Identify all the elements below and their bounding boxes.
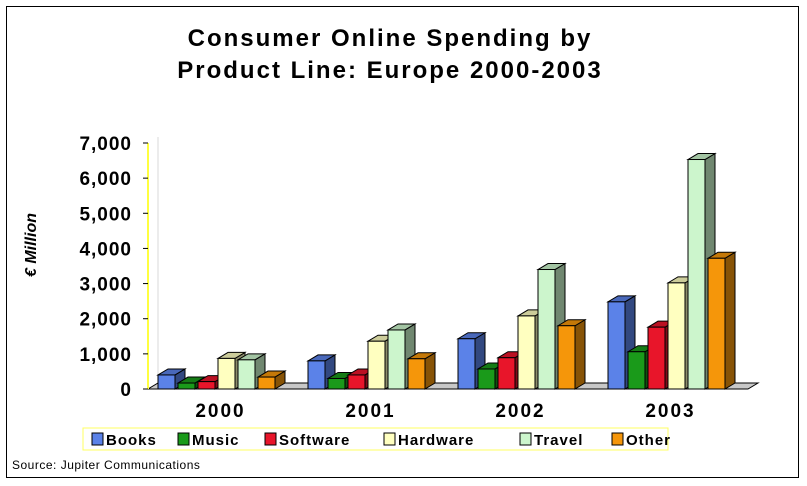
y-tick-label: 0 xyxy=(120,380,132,401)
legend-item: Music xyxy=(177,432,240,449)
legend-label: Hardware xyxy=(398,432,474,449)
bar-front xyxy=(517,315,536,390)
bar-front xyxy=(647,326,666,390)
x-tick-label: 2002 xyxy=(495,401,545,422)
bar-front xyxy=(687,159,706,390)
bar-front xyxy=(347,374,366,390)
bar-front xyxy=(627,351,646,390)
bar-front xyxy=(157,374,176,390)
legend-swatch xyxy=(383,432,396,446)
bar-front xyxy=(407,358,426,390)
bar-front xyxy=(557,325,576,390)
legend-label: Travel xyxy=(534,432,583,449)
y-tick-label: 6,000 xyxy=(79,169,132,190)
legend: Books Music Software Hardware Travel Other xyxy=(82,427,671,451)
bar-front xyxy=(327,377,346,390)
bar-front xyxy=(367,340,386,390)
x-tick-label: 2001 xyxy=(345,401,395,422)
legend-swatch xyxy=(264,432,277,446)
bar-front xyxy=(707,257,726,390)
bar xyxy=(556,318,587,390)
legend-item: Books xyxy=(91,432,157,449)
bar xyxy=(406,351,437,390)
bar-front xyxy=(237,359,256,390)
bar-front xyxy=(457,338,476,390)
bar-side xyxy=(574,318,586,390)
legend-swatch xyxy=(611,432,624,446)
chart-title-line-1: Consumer Online Spending by xyxy=(188,25,593,52)
legend-swatch xyxy=(519,432,532,446)
y-tick-label: 7,000 xyxy=(79,134,132,155)
bar-front xyxy=(257,376,276,390)
bar-front xyxy=(607,301,626,390)
legend-swatch xyxy=(91,432,104,446)
bar xyxy=(256,370,287,390)
source-note: Source: Jupiter Communications xyxy=(12,458,200,472)
legend-label: Books xyxy=(106,432,157,449)
y-tick-label: 2,000 xyxy=(79,310,132,331)
legend-label: Other xyxy=(626,432,671,449)
y-tick-label: 1,000 xyxy=(79,345,132,366)
legend-item: Software xyxy=(264,432,350,449)
bar-front xyxy=(497,357,516,390)
y-tick-label: 4,000 xyxy=(79,239,132,260)
legend-label: Music xyxy=(192,432,240,449)
bar-front xyxy=(307,360,326,390)
bar-front xyxy=(177,382,196,390)
y-axis-label: € Million xyxy=(23,213,40,277)
legend-item: Hardware xyxy=(383,432,474,449)
bar-front xyxy=(477,368,496,390)
y-tick-label: 5,000 xyxy=(79,204,132,225)
bar-front xyxy=(217,357,236,390)
legend-item: Travel xyxy=(519,432,583,449)
chart-title-line-2: Product Line: Europe 2000-2003 xyxy=(177,57,602,84)
bar-front xyxy=(387,329,406,390)
chart-frame xyxy=(6,6,799,478)
x-tick-label: 2003 xyxy=(645,401,695,422)
legend-item: Other xyxy=(611,432,671,449)
bar-front xyxy=(667,282,686,390)
plot-area: 0 1,000 2,000 3,000 4,000 5,000 6,000 7,000 2000… xyxy=(79,134,760,422)
legend-label: Software xyxy=(279,432,350,449)
bar-front xyxy=(537,269,556,390)
x-tick-label: 2000 xyxy=(195,401,245,422)
bar-side xyxy=(724,251,736,390)
legend-swatch xyxy=(177,432,190,446)
y-tick-label: 3,000 xyxy=(79,275,132,296)
chart-title: Consumer Online Spending by Product Line… xyxy=(177,25,602,84)
bar-front xyxy=(197,381,216,390)
bar xyxy=(706,251,737,390)
